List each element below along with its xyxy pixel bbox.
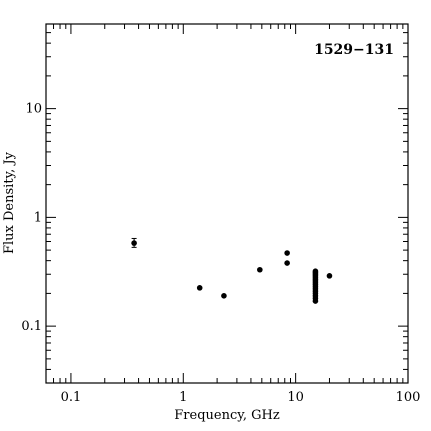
minor-ticks <box>45 23 408 384</box>
y-tick-label: 0.1 <box>21 319 42 334</box>
data-points <box>131 237 333 304</box>
major-ticks <box>46 24 409 383</box>
x-tick-label: 0.1 <box>61 390 82 405</box>
chart-title: 1529−131 <box>314 42 394 58</box>
data-point <box>326 273 333 279</box>
data-point <box>257 266 263 273</box>
x-axis-title: Frequency, GHz <box>174 408 280 423</box>
x-tick-label: 100 <box>396 390 421 405</box>
x-tick-label: 10 <box>287 390 304 405</box>
y-tick-label: 10 <box>25 102 42 117</box>
y-axis-title: Flux Density, Jy <box>2 151 17 254</box>
y-tick-label: 1 <box>34 210 42 225</box>
data-point <box>221 293 227 299</box>
plot-frame <box>45 23 409 384</box>
data-point <box>284 250 290 256</box>
data-point <box>131 240 137 246</box>
x-tick-label: 1 <box>179 390 187 405</box>
data-point <box>196 285 203 291</box>
y-tick-labels: 0.1 1 10 <box>21 102 42 335</box>
data-point <box>312 268 319 274</box>
data-point <box>284 260 290 266</box>
x-tick-labels: 0.1 1 10 100 <box>61 390 421 405</box>
